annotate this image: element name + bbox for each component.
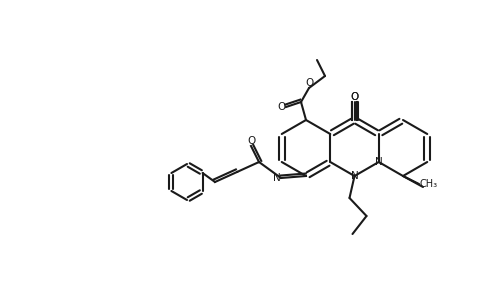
- Text: O: O: [350, 92, 359, 102]
- Text: N: N: [375, 157, 383, 167]
- Text: O: O: [278, 102, 286, 112]
- Text: CH₃: CH₃: [419, 179, 437, 189]
- Text: N: N: [273, 173, 281, 183]
- Text: O: O: [247, 136, 255, 146]
- Text: O: O: [350, 92, 359, 102]
- Text: O: O: [305, 78, 313, 88]
- Text: N: N: [350, 171, 359, 181]
